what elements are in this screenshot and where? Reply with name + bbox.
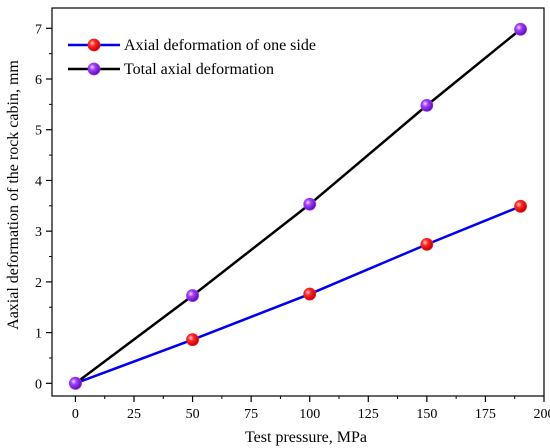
y-tick-label: 1 — [35, 327, 42, 342]
x-tick-label: 200 — [534, 407, 550, 422]
y-tick-label: 4 — [35, 174, 42, 189]
series-line-2 — [74, 28, 522, 385]
x-tick-label: 0 — [72, 407, 79, 422]
x-tick-label: 25 — [127, 407, 141, 422]
series-line-1 — [74, 205, 522, 385]
series-2-point — [186, 289, 199, 302]
x-axis-title: Test pressure, MPa — [245, 429, 367, 446]
y-tick-label: 0 — [35, 377, 42, 392]
y-axis-ticks: 0 1 2 3 4 5 6 7 — [35, 22, 52, 392]
series-1-point — [303, 287, 317, 301]
y-tick-label: 2 — [35, 276, 42, 291]
y-tick-label: 3 — [35, 225, 42, 240]
series-1-point — [514, 199, 527, 213]
x-tick-label: 75 — [244, 407, 258, 422]
legend: Axial deformation of one side Total axial… — [68, 37, 316, 78]
y-axis-title: Aaxial deformation of the rock cabin, mm — [5, 60, 22, 330]
legend-label: Total axial deformation — [124, 61, 274, 78]
series-2-point — [69, 376, 82, 390]
legend-swatch-marker — [87, 62, 101, 76]
series-2-point — [303, 197, 317, 211]
series-2-point — [420, 98, 434, 112]
series-2-point — [514, 22, 527, 36]
series-1-point — [186, 333, 199, 347]
legend-swatch-marker — [87, 38, 101, 52]
x-axis-ticks: 0 25 50 75 100 125 150 175 200 — [72, 396, 550, 422]
x-tick-label: 100 — [299, 407, 320, 422]
y-tick-label: 5 — [35, 124, 42, 139]
x-tick-label: 150 — [416, 407, 437, 422]
plot-frame — [51, 7, 545, 397]
x-tick-label: 175 — [475, 407, 496, 422]
x-tick-label: 125 — [358, 407, 379, 422]
y-tick-label: 6 — [35, 73, 42, 88]
legend-label: Axial deformation of one side — [124, 37, 316, 54]
series-1-point — [420, 237, 434, 251]
series-layer — [69, 22, 527, 390]
y-tick-label: 7 — [35, 22, 42, 37]
x-tick-label: 50 — [186, 407, 200, 422]
